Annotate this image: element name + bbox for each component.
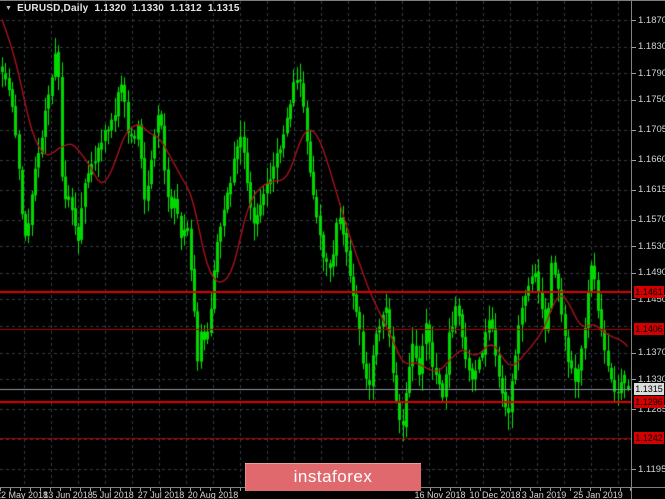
price-tick-mark [632,47,636,48]
chart-plot-area[interactable] [0,1,631,487]
price-tick-label: 1.1830 [638,41,665,53]
price-tick-label: 1.1870 [638,14,665,26]
price-tick-mark [632,353,636,354]
price-tick-label: 1.1490 [638,267,665,279]
ohlc-close: 1.1315 [207,3,240,14]
price-tick-mark [632,130,636,131]
symbol-period-label: EURUSD,Daily [17,3,89,14]
price-tick-mark [632,246,636,247]
chart-title: ▼ EURUSD,Daily 1.1320 1.1330 1.1312 1.13… [5,3,240,14]
date-tick-label: 5 Jul 2018 [92,490,134,499]
price-tick-label: 1.1615 [638,184,665,196]
price-tick-mark [632,299,636,300]
price-tick-label: 1.1790 [638,67,665,79]
price-tick-label: 1.1530 [638,240,665,252]
instaforex-watermark: instaforex [245,463,421,491]
price-tick-mark [632,73,636,74]
date-tick-label: 20 Aug 2018 [187,490,239,499]
level-price-tag: 1.1242 [634,431,664,444]
price-tick-mark [632,409,636,410]
price-axis[interactable]: 1.1870 1.1830 1.1790 1.1750 1.1705 1.1660 1.16… [632,1,665,487]
price-tick-mark [632,220,636,221]
instaforex-watermark-text: instaforex [293,467,373,486]
axis-separator-vertical [631,1,632,499]
price-tick-label: 1.1660 [638,154,665,166]
date-tick-label: 25 Jan 2019 [573,490,623,499]
ohlc-low: 1.1312 [170,3,202,14]
price-tick-label: 1.1705 [638,124,665,136]
price-tick-mark [632,20,636,21]
price-tick-label: 1.1330 [638,373,665,385]
price-tick-mark [632,379,636,380]
price-tick-mark [632,160,636,161]
ohlc-high: 1.1330 [132,3,165,14]
date-tick-label: 16 Nov 2018 [414,490,466,499]
price-tick-label: 1.1285 [638,403,665,415]
price-tick-label: 1.1570 [638,214,665,226]
price-tick-mark [632,273,636,274]
price-tick-label: 1.1450 [638,293,665,305]
current-price-tag: 1.1315 [634,383,664,396]
price-tick-label: 1.1750 [638,94,665,106]
date-tick-label: 13 Jun 2018 [43,490,93,499]
price-tick-label: 1.1370 [638,347,665,359]
price-tick-mark [632,469,636,470]
ohlc-open: 1.1320 [94,3,127,14]
price-tick-mark [632,190,636,191]
date-tick-label: 3 Jan 2019 [521,490,567,499]
level-price-tag: 1.1461 [634,286,664,299]
chevron-down-icon[interactable]: ▼ [5,5,13,12]
date-tick-label: 10 Dec 2018 [469,490,521,499]
candlestick-chart-canvas[interactable] [0,1,631,487]
date-tick-label: 22 May 2018 [0,490,49,499]
date-tick-label: 27 Jul 2018 [137,490,185,499]
price-tick-label: 1.1195 [638,463,665,475]
level-price-tag: 1.1296 [634,395,664,408]
price-tick-mark [632,100,636,101]
level-price-tag: 1.1406 [634,322,664,335]
